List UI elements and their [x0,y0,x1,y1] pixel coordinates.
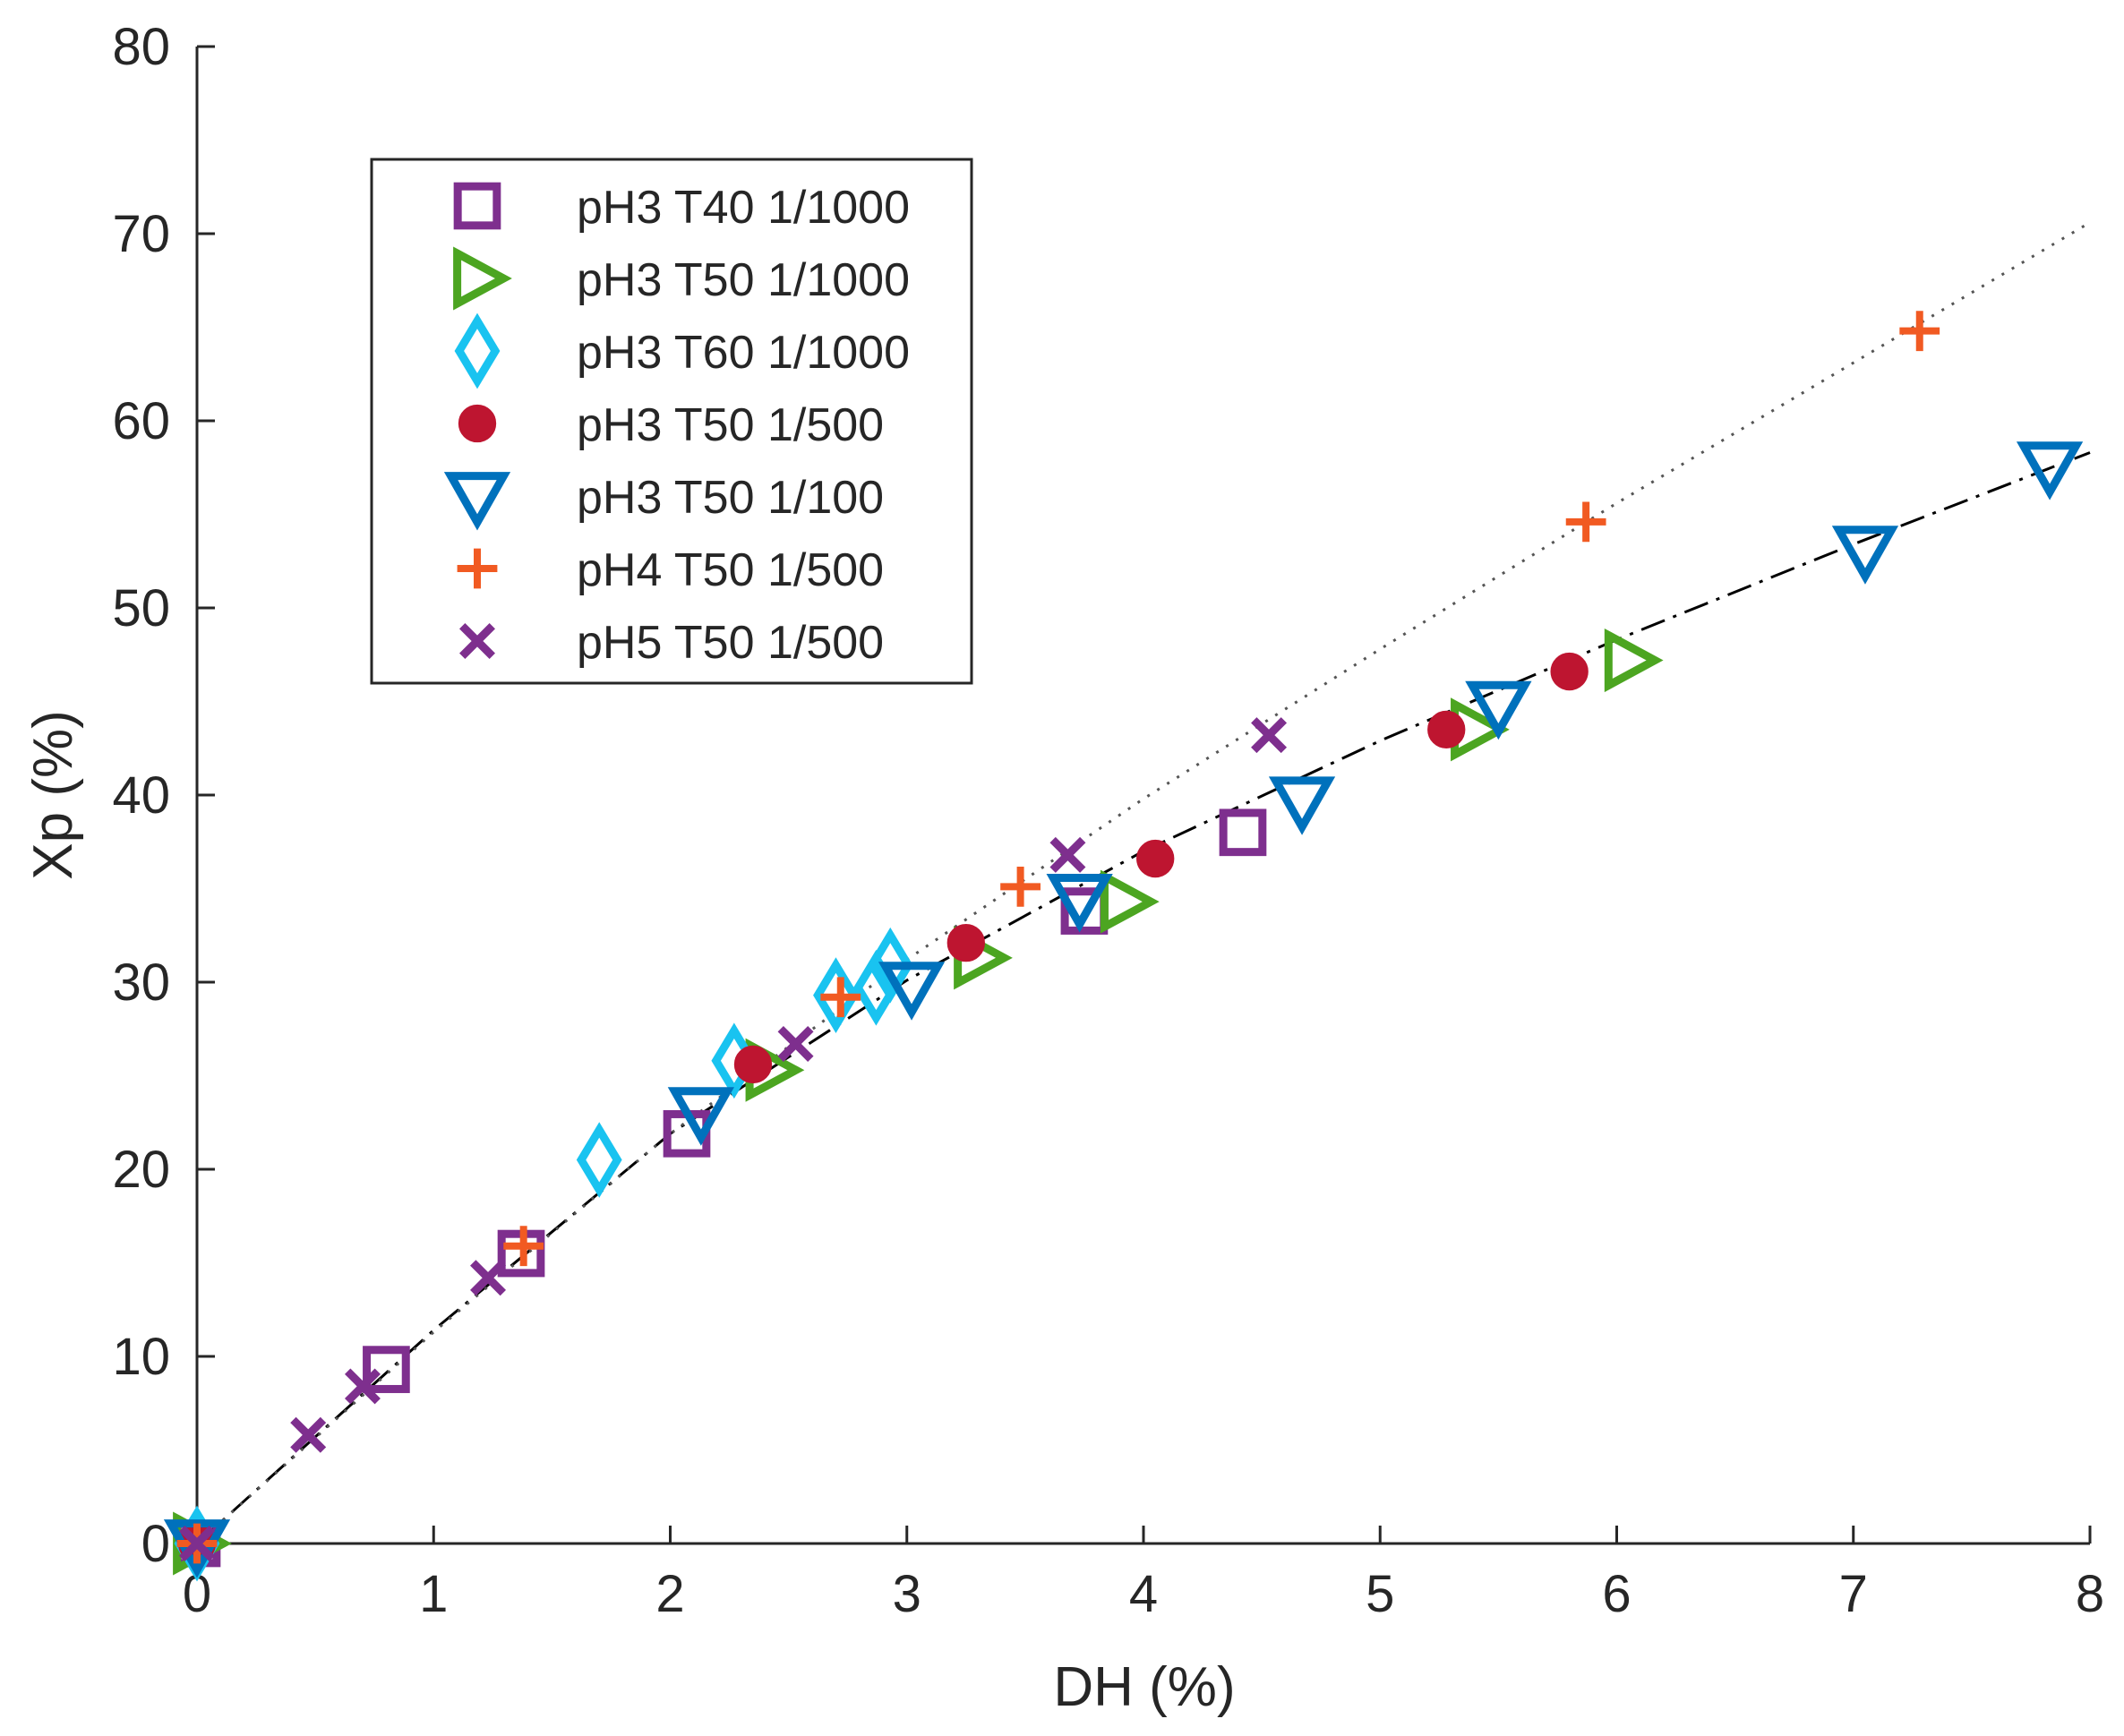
data-point-series-4 [946,923,985,962]
x-tick-label: 8 [2076,1565,2104,1623]
x-tick-label: 4 [1129,1565,1158,1623]
legend-label-7: pH5 T50 1/500 [577,617,884,669]
data-point-series-3 [867,927,913,1004]
data-point-series-1 [1219,808,1267,857]
data-point-series-7 [1049,836,1086,873]
data-point-series-2 [1100,869,1160,934]
legend-marker-5 [443,472,511,531]
data-point-series-4 [733,1045,773,1084]
data-points [163,311,2084,1582]
data-point-series-4 [1427,710,1466,749]
legend-label-2: pH3 T50 1/1000 [577,254,910,306]
data-point-series-1 [363,1346,410,1393]
x-tick-label: 1 [419,1565,448,1623]
data-point-series-5 [667,1087,734,1146]
y-tick-label: 0 [141,1515,170,1573]
legend-label-1: pH3 T40 1/1000 [577,182,910,234]
data-point-series-6 [820,977,861,1018]
data-point-series-7 [179,1526,215,1561]
legend-marker-1 [453,182,501,230]
data-point-series-5 [1268,776,1336,835]
y-axis-title: Xp (%) [22,710,84,879]
data-point-series-6 [1565,501,1606,543]
x-tick-label: 3 [893,1565,921,1623]
data-point-series-3 [576,1122,622,1198]
y-tick-label: 70 [112,205,170,263]
data-point-series-7 [777,1025,814,1062]
data-point-series-7 [470,1260,507,1296]
x-tick-label: 6 [1602,1565,1631,1623]
data-point-series-2 [1604,628,1664,693]
legend-marker-7 [459,623,495,659]
y-tick-label: 30 [112,954,170,1012]
legend-marker-4 [458,404,497,443]
y-tick-label: 20 [112,1141,170,1199]
y-tick-label: 50 [112,579,170,637]
data-point-series-7 [290,1416,327,1453]
legend: pH3 T40 1/1000 pH3 T50 1/1000 pH3 T60 1/10… [370,158,973,685]
legend-label-5: pH3 T50 1/100 [577,472,884,524]
x-tick-label: 2 [655,1565,684,1623]
data-point-series-7 [1251,717,1288,754]
legend-marker-2 [453,246,512,311]
data-point-series-6 [1899,311,1940,352]
legend-label-4: pH3 T50 1/500 [577,399,884,451]
y-tick-label: 60 [112,392,170,450]
legend-label-3: pH3 T60 1/1000 [577,327,910,379]
y-tick-label: 40 [112,766,170,825]
legend-marker-6 [457,548,498,589]
data-point-series-5 [1046,874,1113,933]
data-point-series-5 [1831,526,1899,585]
legend-marker-3 [454,312,501,389]
data-point-series-4 [1550,652,1589,691]
data-point-series-5 [1465,680,1532,740]
data-point-series-6 [503,1226,544,1267]
data-point-series-3 [813,957,859,1033]
fit-line-dotted [196,221,2091,1545]
y-tick-label: 10 [112,1328,170,1386]
x-axis-title: DH (%) [1053,1656,1235,1718]
data-point-series-7 [344,1368,381,1405]
data-point-series-6 [1000,867,1041,907]
y-tick-label: 80 [112,18,170,76]
x-tick-label: 7 [1839,1565,1868,1623]
x-tick-label: 5 [1366,1565,1394,1623]
legend-label-6: pH4 T50 1/500 [577,544,884,596]
data-point-series-5 [2016,441,2084,500]
data-point-series-4 [1136,839,1175,878]
data-point-series-5 [878,962,946,1021]
